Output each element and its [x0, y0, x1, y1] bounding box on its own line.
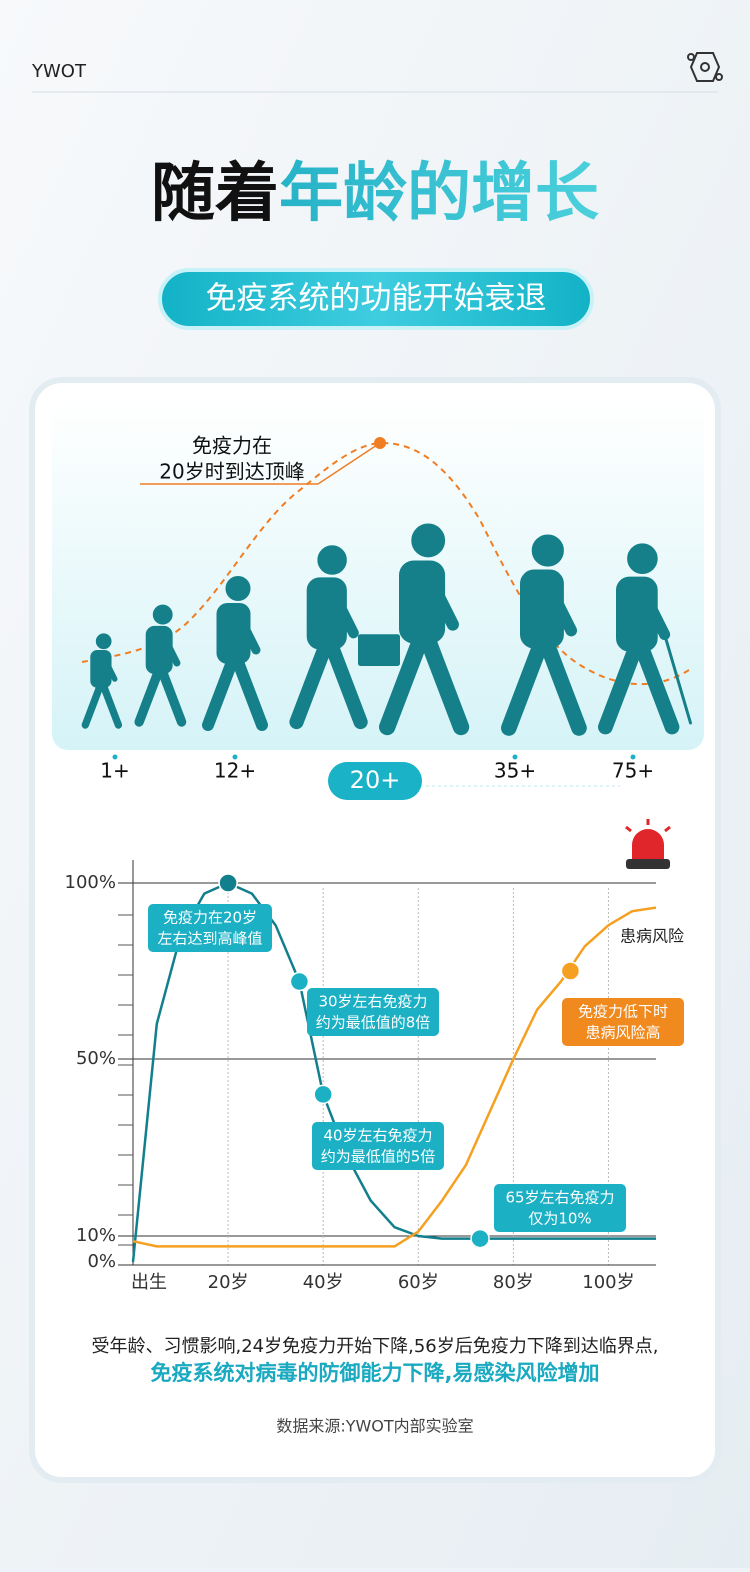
note-pointer [317, 442, 381, 485]
leg [420, 632, 470, 736]
age-label: 75+ [612, 759, 654, 783]
age-dot [630, 754, 636, 760]
title-part: 年龄的增长 [279, 157, 599, 231]
note: 20岁时到达顶峰 [159, 460, 304, 484]
briefcase [358, 634, 400, 666]
annotation-marker [218, 873, 238, 893]
leg [232, 656, 268, 731]
subtitle-pill [158, 268, 594, 330]
head [317, 545, 347, 575]
arm [100, 654, 118, 682]
annotation-marker [470, 1228, 490, 1249]
footer-text: 受年龄、习惯影响,24岁免疫力开始下降,56岁后免疫力下降到达临界点, [92, 1336, 659, 1357]
x-tick-label: 40岁 [303, 1272, 344, 1293]
leg [598, 641, 643, 735]
y-tick-label: 10% [76, 1225, 116, 1246]
annotation-text: 免疫力在20岁 [163, 909, 257, 927]
leg [134, 667, 163, 727]
head [627, 543, 658, 574]
subtitle: 免疫系统的功能开始衰退 [206, 281, 547, 317]
annotation-box [312, 1122, 444, 1170]
age-pill [328, 762, 422, 800]
head [531, 534, 564, 567]
age-dot [232, 754, 238, 760]
x-tick-label: 100岁 [582, 1272, 634, 1293]
leg [379, 632, 429, 736]
annotation-marker [560, 961, 581, 981]
title-part: 随着 [151, 157, 279, 231]
annotation-box [307, 988, 439, 1036]
x-tick-label: 60岁 [398, 1272, 439, 1293]
y-tick-label: 50% [76, 1048, 116, 1069]
leg [500, 638, 548, 736]
peak-dot [374, 437, 386, 449]
leg [158, 667, 187, 727]
age-dot [512, 754, 518, 760]
annotation-text: 约为最低值的8倍 [316, 1014, 431, 1032]
cane [663, 633, 692, 725]
annotation-text: 40岁左右免疫力 [323, 1127, 432, 1145]
arm [541, 577, 578, 637]
leg [635, 641, 680, 735]
illustration-curve [81, 441, 693, 686]
silhouettes [81, 523, 692, 736]
title: 随着年龄的增长 [151, 157, 599, 231]
age-label: 12+ [214, 759, 256, 783]
head [152, 604, 173, 625]
annotation-marker [289, 971, 310, 992]
arm [636, 584, 671, 641]
leg [81, 682, 104, 729]
leg [539, 638, 587, 736]
annotation-text: 仅为10% [528, 1210, 591, 1228]
annotation-marker [313, 1084, 333, 1105]
brand: YWOT [31, 61, 87, 82]
leg [324, 640, 368, 730]
annotation-box [562, 998, 684, 1046]
arm [233, 609, 261, 655]
series-label: 患病风险 [620, 927, 684, 946]
annotation-text: 65岁左右免疫力 [505, 1189, 614, 1207]
annotation-text: 约为最低值的5倍 [321, 1148, 436, 1166]
y-tick-label: 0% [87, 1251, 116, 1272]
annotation-box [148, 904, 272, 952]
age-label: 20+ [350, 766, 401, 794]
annotation-text: 免疫力低下时 [578, 1003, 668, 1021]
footer-highlight: 免疫系统对病毒的防御能力下降,易感染风险增加 [151, 1361, 600, 1385]
arm [159, 631, 181, 667]
head [95, 633, 112, 650]
annotation-text: 30岁左右免疫力 [318, 993, 427, 1011]
y-tick-label: 100% [65, 872, 116, 893]
age-label: 1+ [100, 759, 129, 783]
annotation-text: 左右达到高峰值 [157, 930, 262, 948]
note: 免疫力在 [192, 434, 272, 458]
annotation-text: 患病风险高 [585, 1024, 660, 1042]
age-label: 35+ [494, 759, 536, 783]
logo-icon [687, 52, 723, 82]
source: 数据来源:YWOT内部实验室 [276, 1417, 473, 1436]
head [411, 523, 446, 558]
x-tick-label: 出生 [131, 1272, 167, 1293]
leg [100, 682, 123, 729]
x-tick-label: 80岁 [493, 1272, 534, 1293]
alarm-icon [625, 819, 671, 869]
age-dot [112, 754, 118, 760]
arm [422, 569, 459, 631]
leg [202, 656, 238, 731]
arm [326, 584, 359, 639]
annotation-box [494, 1184, 626, 1232]
leg [289, 640, 333, 730]
x-tick-label: 20岁 [208, 1272, 249, 1293]
head [225, 576, 251, 601]
